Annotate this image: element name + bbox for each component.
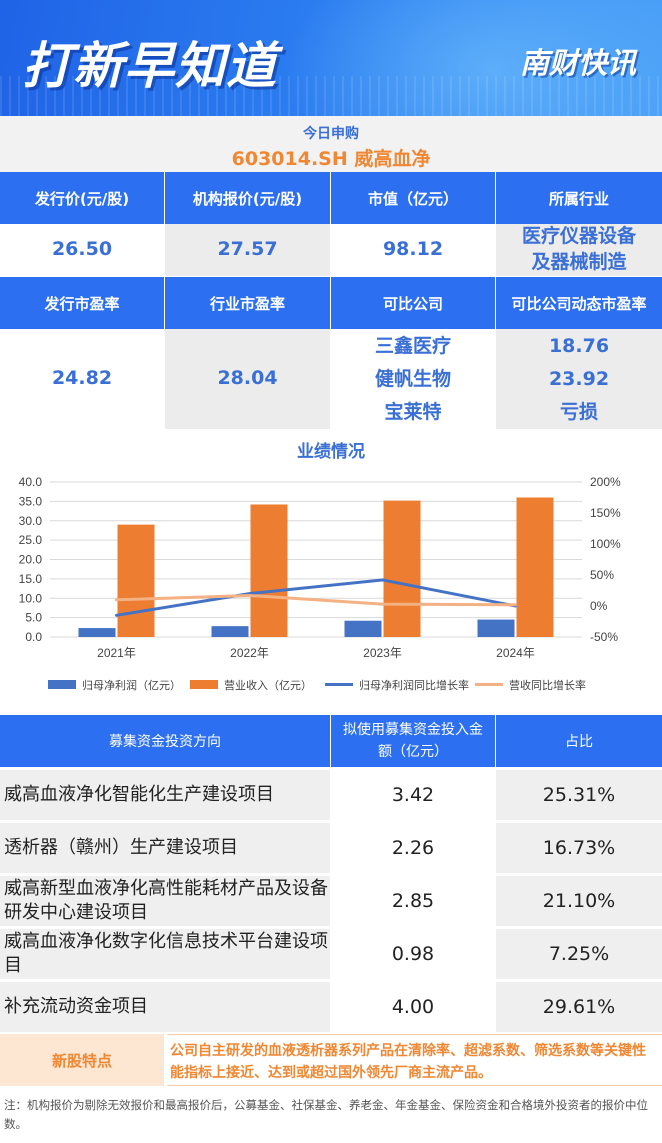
issue-price: 26.50	[0, 224, 164, 276]
fund-project-ratio: 7.25%	[496, 929, 662, 979]
x-tick-label: 2024年	[496, 646, 535, 660]
industry: 医疗仪器设备及器械制造	[496, 224, 662, 276]
header-issue-pe: 发行市盈率	[0, 277, 164, 329]
fund-project-name: 透析器（赣州）生产建设项目	[0, 823, 330, 873]
legend-label: 归母净利润（亿元）	[82, 678, 181, 692]
y-right-tick-label: 200%	[590, 475, 621, 489]
fund-project-amount: 3.42	[331, 770, 495, 820]
header-comparable-pe: 可比公司动态市盈率	[496, 277, 662, 329]
chart-title: 业绩情况	[297, 442, 365, 462]
y-left-tick-label: 25.0	[19, 533, 43, 547]
fund-header-direction: 募集资金投资方向	[0, 715, 330, 767]
revenue-bar	[516, 497, 554, 637]
issue-pe: 24.82	[0, 329, 164, 429]
feature-label: 新股特点	[0, 1034, 164, 1086]
fund-project-amount: 2.85	[331, 876, 495, 926]
legend-swatch	[190, 680, 218, 689]
fund-project-ratio: 25.31%	[496, 770, 662, 820]
header-market-cap: 市值（亿元）	[331, 172, 495, 224]
fund-project-amount: 4.00	[331, 982, 495, 1032]
y-left-tick-label: 10.0	[19, 591, 43, 605]
brand-logo: 南财快讯	[519, 46, 636, 80]
today-label: 今日申购	[303, 126, 359, 142]
legend-swatch	[48, 680, 76, 689]
y-left-tick-label: 20.0	[19, 553, 43, 567]
fund-project-name: 威高血液净化智能化生产建设项目	[0, 770, 330, 820]
fund-header-amount: 拟使用募集资金投入金额（亿元）	[331, 715, 495, 767]
revenue-growth-line	[115, 593, 517, 607]
comparable-company: 健帆生物	[374, 367, 451, 390]
footnote: 注：机构报价为剔除无效报价和最高报价后，公募基金、社保基金、养老金、年金基金、保…	[4, 1098, 648, 1131]
net-profit-bar	[477, 619, 515, 637]
title-box: 今日申购 603014.SH 威高血净	[0, 116, 662, 172]
banner-streaks	[0, 76, 662, 116]
y-left-tick-label: 35.0	[19, 494, 43, 508]
comparable-pe-list: 18.76 23.92 亏损	[496, 329, 662, 429]
comparable-pe: 23.92	[548, 367, 610, 390]
legend-label: 归母净利润同比增长率	[359, 678, 469, 692]
header-comparables: 可比公司	[331, 277, 495, 329]
y-right-tick-label: 50%	[590, 568, 614, 582]
y-right-tick-label: -50%	[590, 630, 618, 644]
performance-chart: 0.0 5.0 10.0 15.0 20.0 25.0 30.0 35.0 40.0 -50% 0%…	[19, 475, 621, 692]
fund-project-name: 威高血液净化数字化信息技术平台建设项目	[0, 929, 330, 979]
legend-label: 营业收入（亿元）	[224, 678, 312, 692]
fund-project-name: 威高新型血液净化高性能耗材产品及设备研发中心建设项目	[0, 876, 330, 926]
market-cap: 98.12	[331, 224, 495, 276]
inst-price: 27.57	[165, 224, 330, 276]
comparable-company: 三鑫医疗	[374, 334, 451, 357]
y-left-tick-label: 30.0	[19, 514, 43, 528]
fund-header-ratio: 占比	[496, 715, 662, 767]
feature-text: 公司自主研发的血液透析器系列产品在清除率、超滤系数、筛选系数等关键性能指标上接近…	[167, 1034, 662, 1086]
net-profit-bar	[344, 620, 382, 637]
fund-project-name: 补充流动资金项目	[0, 982, 330, 1032]
revenue-bar	[250, 504, 288, 637]
y-right-tick-label: 100%	[590, 537, 621, 551]
fund-project-amount: 0.98	[331, 929, 495, 979]
header-industry: 所属行业	[496, 172, 662, 224]
x-tick-label: 2022年	[230, 646, 269, 660]
industry-pe: 28.04	[165, 329, 330, 429]
legend-label: 营收同比增长率	[509, 678, 586, 692]
banner-title: 打新早知道	[22, 37, 277, 95]
y-right-tick-label: 150%	[590, 506, 621, 520]
header-issue-price: 发行价(元/股)	[0, 172, 164, 224]
header-inst-price: 机构报价(元/股)	[165, 172, 330, 224]
banner-glow	[282, 0, 662, 116]
comparable-pe: 亏损	[559, 400, 598, 423]
comparable-company: 宝莱特	[384, 400, 442, 423]
fund-project-amount: 2.26	[331, 823, 495, 873]
y-left-tick-label: 0.0	[25, 630, 42, 644]
comparable-pe: 18.76	[548, 334, 610, 357]
fund-project-ratio: 29.61%	[496, 982, 662, 1032]
fund-project-ratio: 16.73%	[496, 823, 662, 873]
x-tick-label: 2023年	[363, 646, 402, 660]
comparables-list: 三鑫医疗 健帆生物 宝莱特	[331, 329, 495, 429]
banner: 打新早知道 南财快讯	[0, 0, 662, 116]
y-left-tick-label: 5.0	[25, 611, 42, 625]
fund-project-ratio: 21.10%	[496, 876, 662, 926]
header-industry-pe: 行业市盈率	[165, 277, 330, 329]
net-profit-bar	[211, 626, 249, 637]
stock-name: 603014.SH 威高血净	[231, 148, 431, 170]
y-right-tick-label: 0%	[590, 599, 608, 613]
y-left-tick-label: 15.0	[19, 572, 43, 586]
profit-growth-line	[115, 578, 517, 617]
net-profit-bar	[78, 628, 116, 637]
x-tick-label: 2021年	[97, 646, 136, 660]
revenue-bar	[383, 500, 421, 637]
y-left-tick-label: 40.0	[19, 475, 43, 489]
revenue-bar	[117, 524, 155, 637]
